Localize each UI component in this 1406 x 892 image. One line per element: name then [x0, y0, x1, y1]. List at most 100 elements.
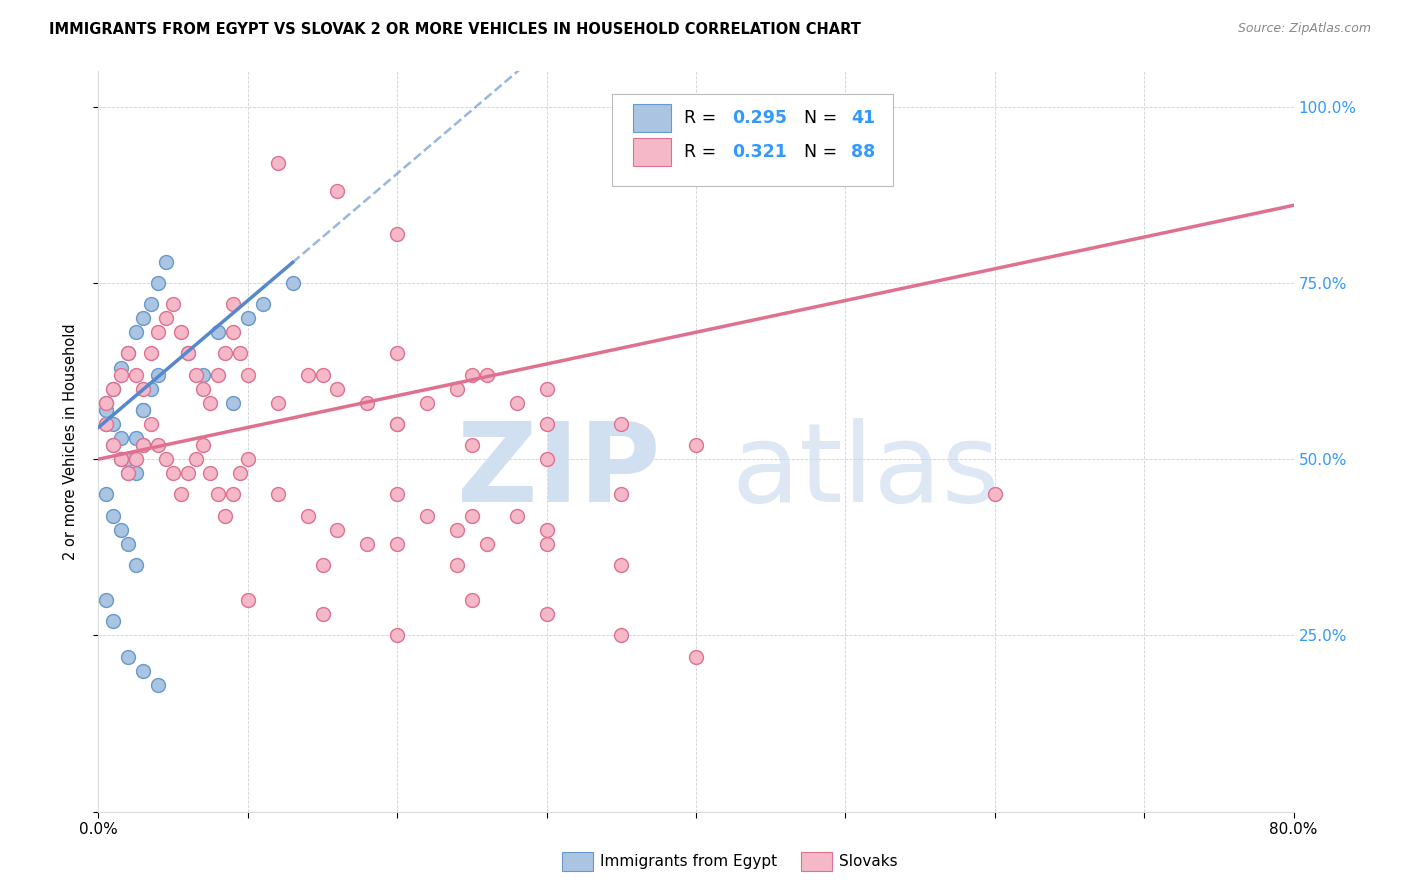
Point — [236, 368, 259, 382]
Point — [177, 346, 200, 360]
Point — [132, 402, 155, 417]
Point — [125, 325, 148, 339]
Point — [191, 438, 214, 452]
Point — [103, 508, 125, 523]
Point — [214, 346, 236, 360]
Point — [222, 396, 245, 410]
Point — [385, 537, 409, 551]
Point — [191, 382, 214, 396]
Text: 41: 41 — [852, 109, 876, 127]
Point — [416, 396, 439, 410]
Y-axis label: 2 or more Vehicles in Household: 2 or more Vehicles in Household — [63, 323, 77, 560]
Point — [110, 360, 132, 375]
Point — [132, 402, 155, 417]
Point — [385, 227, 409, 241]
Point — [103, 417, 125, 431]
Point — [162, 297, 184, 311]
Point — [125, 558, 148, 572]
Point — [685, 649, 707, 664]
FancyBboxPatch shape — [633, 104, 671, 132]
Point — [461, 438, 484, 452]
Point — [132, 664, 155, 678]
Point — [385, 628, 409, 642]
Point — [200, 396, 222, 410]
Point — [475, 368, 498, 382]
Point — [326, 523, 349, 537]
Point — [536, 417, 558, 431]
Point — [281, 276, 304, 290]
Point — [125, 452, 148, 467]
Point — [506, 396, 529, 410]
Point — [148, 438, 170, 452]
FancyBboxPatch shape — [613, 94, 893, 186]
Point — [148, 325, 170, 339]
Text: 0.321: 0.321 — [733, 143, 787, 161]
Point — [297, 508, 319, 523]
Point — [162, 467, 184, 481]
Point — [446, 558, 468, 572]
Point — [94, 417, 117, 431]
Text: Slovaks: Slovaks — [839, 855, 898, 869]
Point — [385, 487, 409, 501]
Point — [155, 254, 177, 268]
Point — [446, 523, 468, 537]
Point — [610, 628, 633, 642]
Point — [148, 368, 170, 382]
Point — [148, 276, 170, 290]
Point — [117, 467, 139, 481]
Point — [385, 417, 409, 431]
Point — [475, 537, 498, 551]
Point — [207, 487, 229, 501]
Point — [385, 417, 409, 431]
Point — [132, 438, 155, 452]
Point — [125, 431, 148, 445]
Point — [222, 325, 245, 339]
Point — [184, 452, 207, 467]
Point — [177, 346, 200, 360]
Point — [536, 537, 558, 551]
Point — [148, 678, 170, 692]
Point — [103, 382, 125, 396]
Point — [139, 382, 162, 396]
Point — [536, 382, 558, 396]
Point — [236, 593, 259, 607]
Text: 0.295: 0.295 — [733, 109, 787, 127]
Text: N =: N = — [804, 109, 842, 127]
Point — [103, 382, 125, 396]
Point — [267, 396, 290, 410]
Point — [385, 346, 409, 360]
Text: IMMIGRANTS FROM EGYPT VS SLOVAK 2 OR MORE VEHICLES IN HOUSEHOLD CORRELATION CHAR: IMMIGRANTS FROM EGYPT VS SLOVAK 2 OR MOR… — [49, 22, 860, 37]
Text: atlas: atlas — [733, 417, 1000, 524]
Point — [222, 297, 245, 311]
Point — [110, 368, 132, 382]
Point — [117, 649, 139, 664]
Point — [184, 368, 207, 382]
Point — [94, 396, 117, 410]
Point — [236, 311, 259, 326]
Point — [155, 452, 177, 467]
Point — [267, 156, 290, 170]
Point — [461, 593, 484, 607]
Point — [117, 467, 139, 481]
Point — [117, 452, 139, 467]
Point — [461, 368, 484, 382]
Point — [536, 523, 558, 537]
Point — [155, 311, 177, 326]
Point — [139, 346, 162, 360]
Text: Immigrants from Egypt: Immigrants from Egypt — [600, 855, 778, 869]
Point — [139, 417, 162, 431]
Point — [191, 368, 214, 382]
Point — [536, 452, 558, 467]
Text: R =: R = — [685, 143, 721, 161]
Text: 88: 88 — [852, 143, 876, 161]
Point — [610, 487, 633, 501]
Point — [326, 382, 349, 396]
Point — [207, 368, 229, 382]
Point — [229, 467, 252, 481]
Point — [461, 508, 484, 523]
Point — [685, 438, 707, 452]
FancyBboxPatch shape — [633, 138, 671, 166]
Point — [94, 417, 117, 431]
Point — [311, 607, 333, 622]
Point — [311, 558, 333, 572]
